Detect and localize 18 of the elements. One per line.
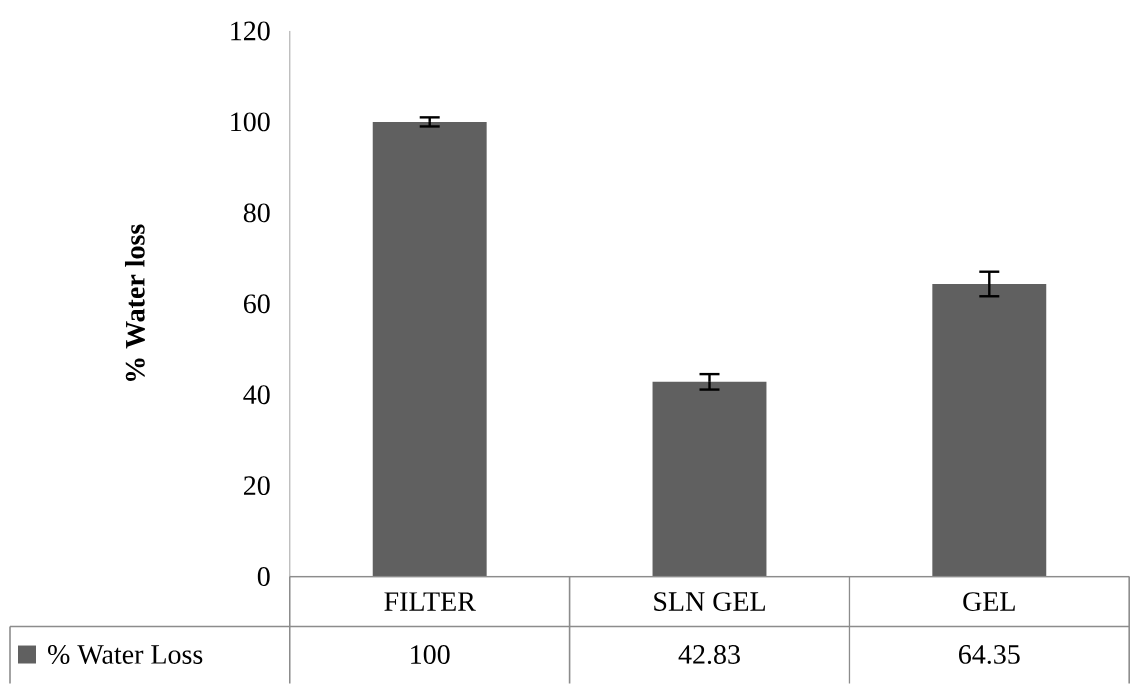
data-label: 100 bbox=[411, 644, 450, 664]
data-label: 42.83 bbox=[678, 644, 740, 664]
y-tick-label: 40 bbox=[243, 385, 270, 405]
x-tick-label: FILTER bbox=[384, 592, 476, 611]
y-tick-label: 120 bbox=[231, 21, 270, 41]
data-label: 64.35 bbox=[959, 644, 1020, 664]
bar bbox=[652, 381, 767, 577]
bar bbox=[932, 283, 1047, 577]
y-tick-label: 60 bbox=[243, 294, 270, 314]
legend-label: % Water Loss bbox=[48, 644, 203, 664]
y-tick-label: 0 bbox=[257, 566, 270, 586]
bar bbox=[372, 121, 487, 577]
x-tick-label: GEL bbox=[963, 592, 1015, 611]
y-tick-label: 80 bbox=[243, 203, 270, 223]
x-tick-label: SLN GEL bbox=[654, 592, 765, 611]
y-tick-label: 20 bbox=[243, 476, 270, 495]
y-tick-label: 100 bbox=[231, 112, 270, 132]
y-axis-title: % Water loss bbox=[124, 224, 145, 381]
